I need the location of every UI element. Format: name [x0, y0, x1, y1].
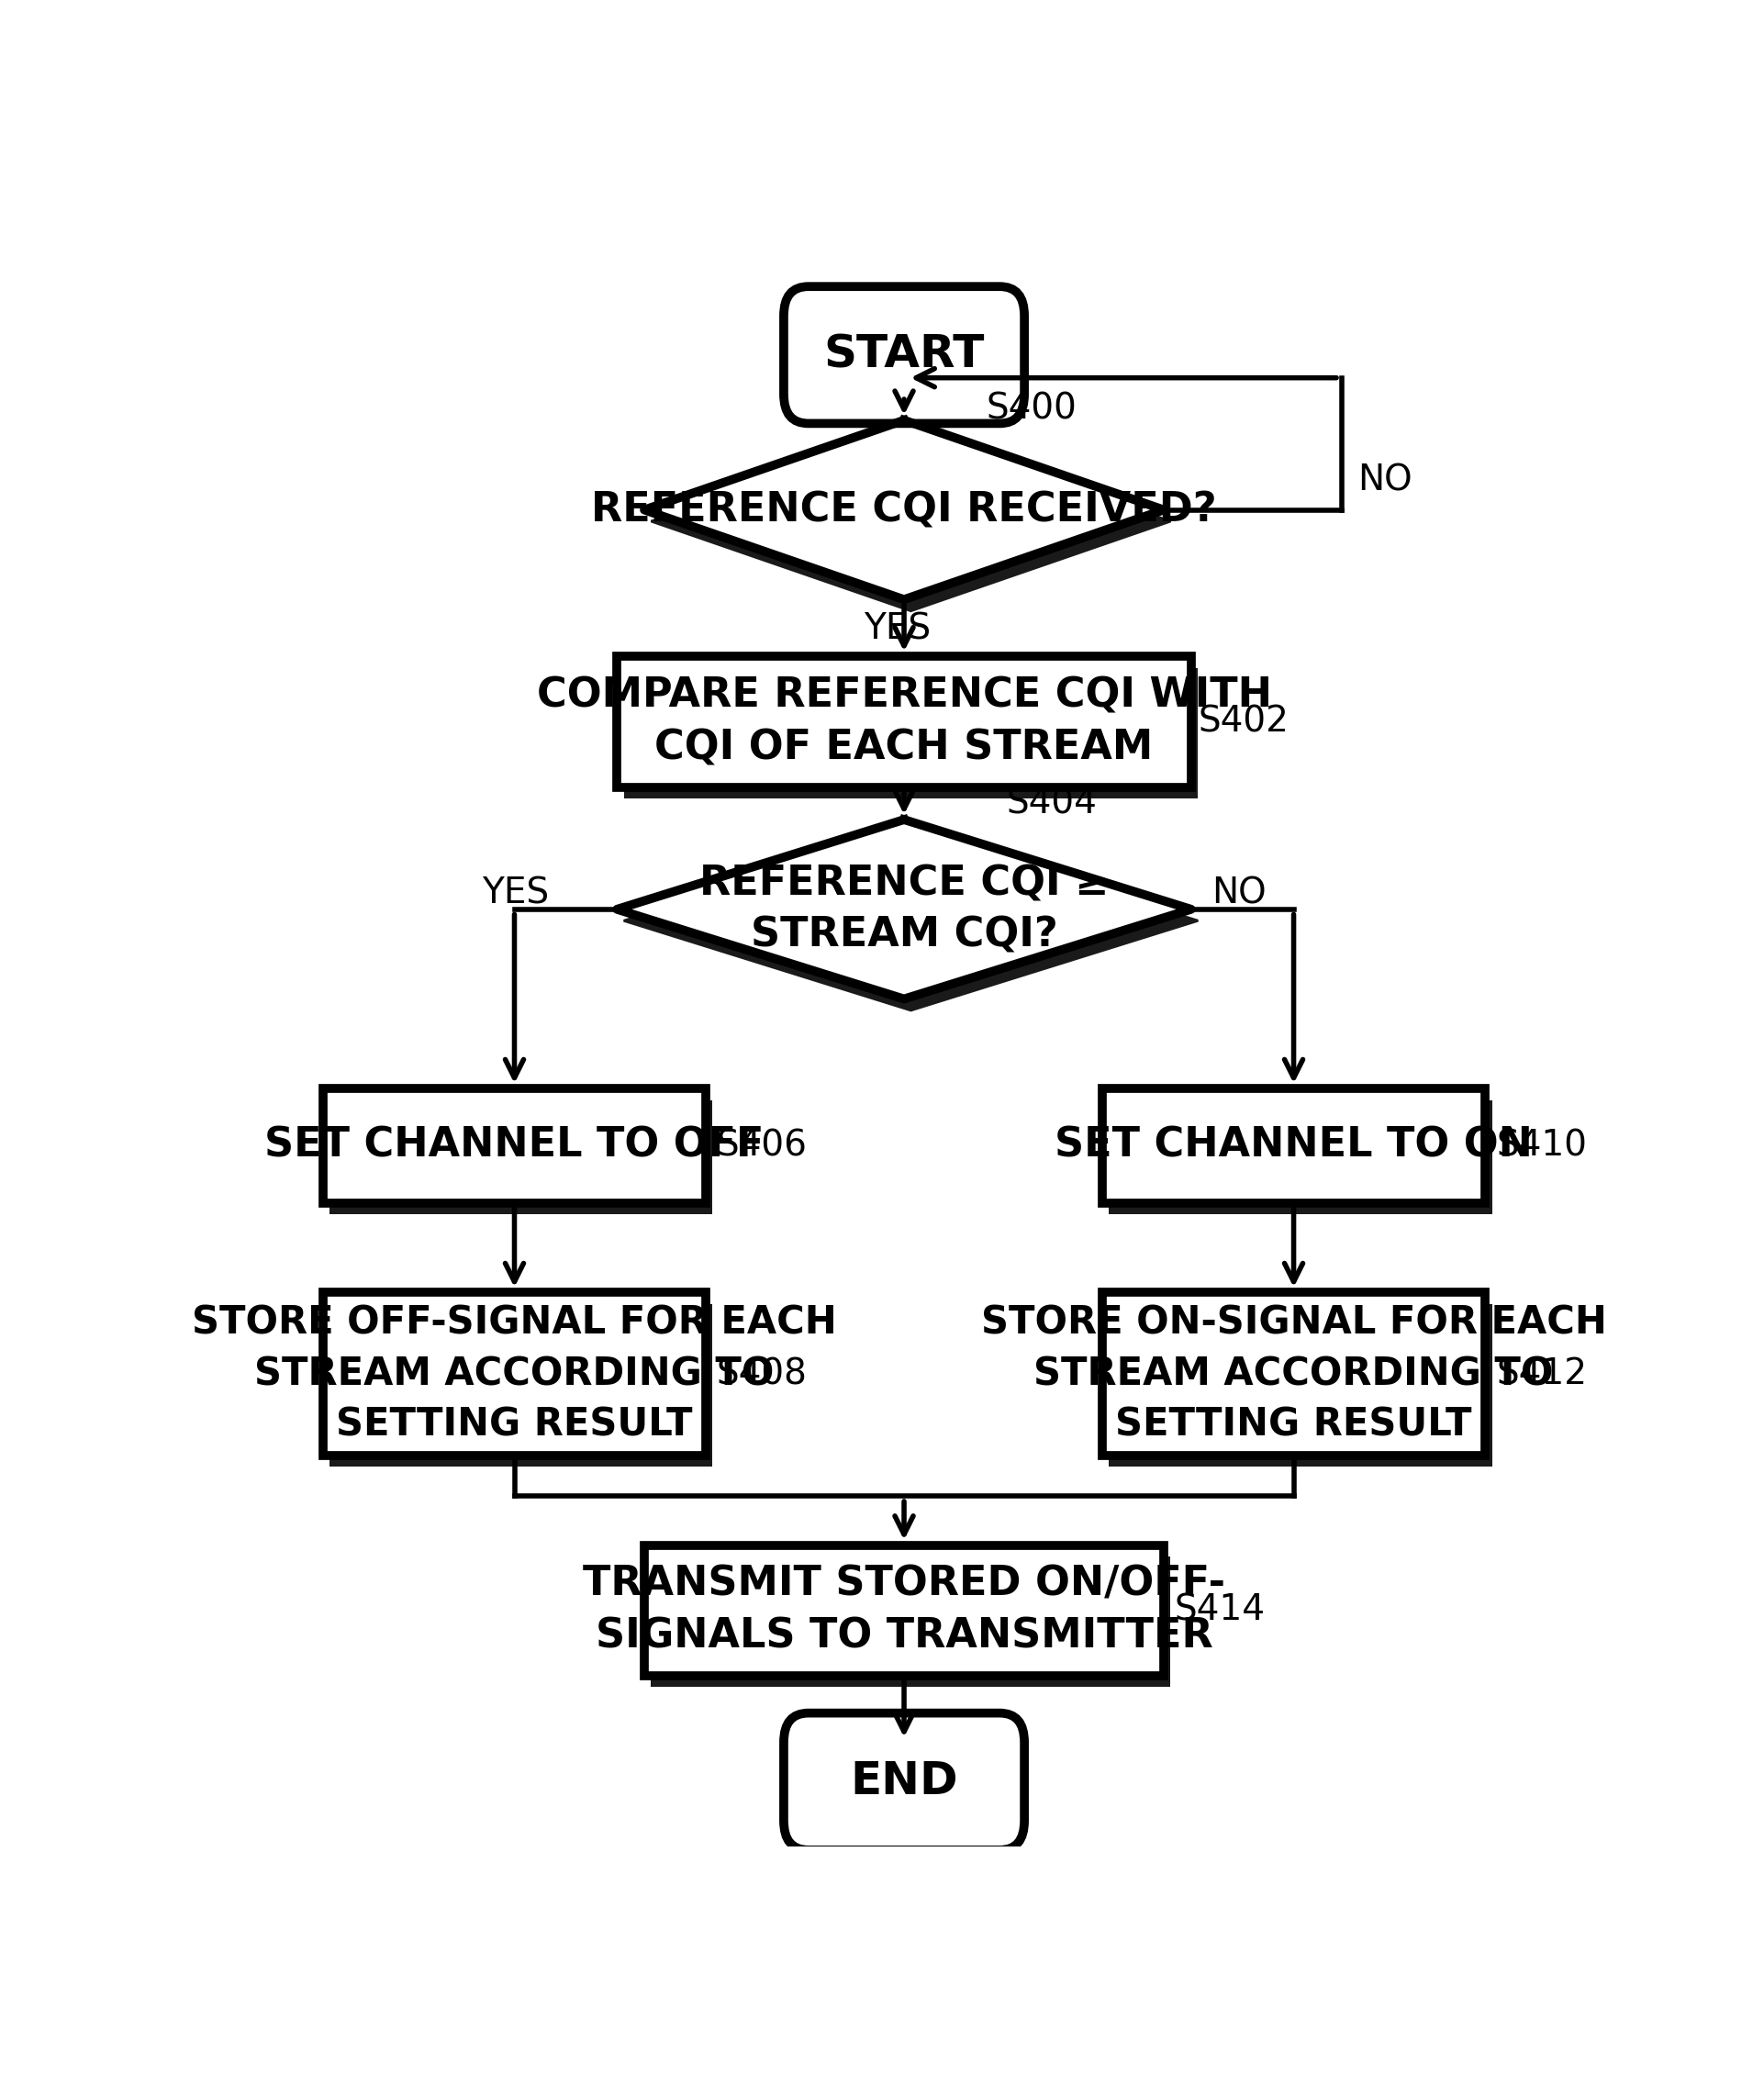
Text: REFERENCE CQI ≥
STREAM CQI?: REFERENCE CQI ≥ STREAM CQI?	[699, 863, 1110, 954]
Bar	[1102, 1293, 1485, 1455]
Text: NO: NO	[1358, 463, 1413, 498]
Text: S404: S404	[1007, 786, 1097, 822]
Text: COMPARE REFERENCE CQI WITH
CQI OF EACH STREAM: COMPARE REFERENCE CQI WITH CQI OF EACH S…	[536, 676, 1272, 768]
Text: S414: S414	[1175, 1594, 1265, 1627]
Bar	[617, 656, 1191, 786]
Bar	[1102, 1089, 1485, 1204]
Polygon shape	[624, 830, 1198, 1011]
Text: TRANSMIT STORED ON/OFF-
SIGNALS TO TRANSMITTER: TRANSMIT STORED ON/OFF- SIGNALS TO TRANS…	[582, 1565, 1226, 1656]
Bar	[330, 1303, 713, 1467]
Text: YES: YES	[482, 876, 549, 911]
Text: S408: S408	[716, 1357, 808, 1392]
Bar	[1110, 1100, 1492, 1214]
Bar	[651, 1556, 1171, 1687]
Bar	[330, 1100, 713, 1214]
Text: SET CHANNEL TO OFF: SET CHANNEL TO OFF	[265, 1127, 764, 1166]
Text: SET CHANNEL TO ON: SET CHANNEL TO ON	[1055, 1127, 1533, 1166]
Bar	[323, 1293, 706, 1455]
Polygon shape	[617, 820, 1191, 998]
Bar	[624, 668, 1198, 799]
Text: S412: S412	[1496, 1357, 1588, 1392]
Polygon shape	[644, 419, 1164, 600]
FancyBboxPatch shape	[783, 286, 1025, 423]
Text: S406: S406	[716, 1129, 808, 1164]
Text: REFERENCE CQI RECEIVED?: REFERENCE CQI RECEIVED?	[591, 490, 1217, 529]
Text: END: END	[850, 1760, 958, 1803]
Text: STORE OFF-SIGNAL FOR EACH
STREAM ACCORDING TO
SETTING RESULT: STORE OFF-SIGNAL FOR EACH STREAM ACCORDI…	[192, 1303, 836, 1444]
Bar	[1110, 1303, 1492, 1467]
Text: STORE ON-SIGNAL FOR EACH
STREAM ACCORDING TO
SETTING RESULT: STORE ON-SIGNAL FOR EACH STREAM ACCORDIN…	[981, 1303, 1607, 1444]
Bar	[323, 1089, 706, 1204]
Text: YES: YES	[864, 612, 931, 645]
Text: START: START	[824, 332, 984, 378]
FancyBboxPatch shape	[783, 1714, 1025, 1851]
Text: S402: S402	[1198, 703, 1289, 739]
Text: S410: S410	[1496, 1129, 1588, 1164]
Polygon shape	[651, 432, 1171, 610]
Text: NO: NO	[1212, 876, 1267, 911]
Text: S400: S400	[986, 392, 1076, 425]
Bar	[644, 1546, 1164, 1677]
